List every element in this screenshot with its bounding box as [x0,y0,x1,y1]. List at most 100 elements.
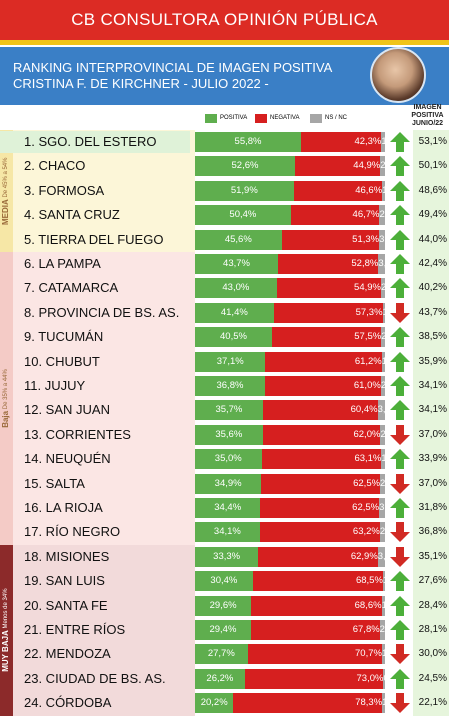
prev-header-line-1: IMAGEN [413,104,442,111]
bar-negativa: 63,2% [259,522,380,543]
prev-positiva-value: 34,1% [418,404,447,416]
bar-positiva: 52,6% [195,156,295,177]
province-label: 18. MISIONES [24,548,110,564]
group-label-main: MUY BAJA [1,630,10,672]
prev-header-line-3: JUNIO/22 [411,120,444,127]
bar-negativa: 62,5% [260,498,380,518]
legend-label-negativa: NEGATIVA [270,115,300,121]
arrow-up-icon [389,595,411,617]
bar-nsnc: 1,1 [382,571,385,592]
bar-nsnc: 1,3 [382,302,385,323]
prev-positiva-value: 53,1% [418,136,447,147]
chart-subtitle: RANKING INTERPROVINCIAL DE IMAGEN POSITI… [13,60,332,92]
portrait-photo [370,47,426,103]
subtitle-line-2: CRISTINA F. DE KIRCHNER - JULIO 2022 - [13,76,269,91]
bar-nsnc: 1,8 [381,595,385,616]
prev-positiva-value: 31,8% [418,502,447,513]
province-label: 1. SGO. DEL ESTERO [24,134,157,149]
bar-negativa: 57,3% [273,302,383,323]
bar-negativa: 62,0% [262,424,381,445]
bar-nsnc: 1,6 [381,644,385,665]
province-label: 4. SANTA CRUZ [24,207,120,223]
arrow-down-icon [389,546,411,568]
prev-header-line-2: POSITIVA [411,112,444,119]
prev-positiva-value: 42,4% [418,258,447,269]
arrow-up-icon [389,375,411,397]
bar-positiva: 29,6% [195,595,252,616]
bar-positiva: 36,8% [195,376,265,396]
province-label: 21. ENTRE RÍOS [24,622,126,637]
arrow-down-icon [389,424,411,446]
group-label-main: Baja [1,410,10,428]
legend-nsnc: NS / NC [310,112,347,124]
province-label: 17. RÍO NEGRO [24,524,121,540]
arrow-up-icon [389,497,411,519]
title-underline [0,40,449,45]
province-label: 8. PROVINCIA DE BS. AS. [24,304,180,320]
bar-negativa: 44,9% [294,156,381,177]
bar-negativa: 51,3% [281,229,380,250]
bar-negativa: 42,3% [301,132,382,152]
page-title: CB CONSULTORA OPINIÓN PÚBLICA [71,10,378,29]
legend-swatch-negativa [255,113,267,123]
bar-negativa: 78,3% [233,693,383,714]
prev-positiva-value: 35,1% [418,550,447,562]
province-label: 12. SAN JUAN [24,402,110,418]
bar-positiva: 35,0% [195,449,262,470]
arrow-up-icon [389,668,411,690]
group-label-muy-baja: MUY BAJA Menos de 34% [1,545,13,716]
arrow-up-icon [389,204,411,226]
bar-negativa: 57,5% [271,327,382,348]
group-label-range: Menos de 34% [3,588,9,631]
bar-negativa: 54,9% [276,278,381,299]
arrow-down-icon [389,643,411,665]
prev-positiva-value: 37,0% [418,477,447,489]
group-label-range: De 45% a 54% [3,157,9,199]
bar-positiva: 43,0% [195,278,277,299]
group-label-baja: Baja De 35% a 44% [1,252,13,545]
bar-negativa: 61,0% [264,376,381,396]
prev-positiva-value: 40,2% [418,282,447,294]
legend-swatch-positiva [205,113,217,123]
prev-positiva-value: 44,0% [418,233,447,245]
prev-column-background [413,130,449,716]
bar-positiva: 41,4% [195,302,274,323]
bar-nsnc: 3,1 [379,498,385,518]
top-row-highlight [0,131,190,153]
bar-negativa: 62,5% [261,473,381,494]
prev-positiva-value: 27,6% [418,575,447,587]
province-label: 22. MENDOZA [24,646,111,662]
bar-nsnc: 1,9 [381,132,385,152]
legend-label-nsnc: NS / NC [325,115,348,121]
bar-negativa: 46,7% [290,205,380,226]
group-strip-media [0,130,13,252]
province-label: 9. TUCUMÁN [24,329,104,345]
province-label: 11. JUJUY [24,378,86,393]
prev-positiva-value: 35,9% [418,355,447,367]
arrow-up-icon [389,570,411,592]
bar-positiva: 26,2% [195,668,245,689]
bar-nsnc: 1,5 [382,180,385,201]
province-label: 13. CORRIENTES [24,426,131,442]
prev-positiva-value: 34,1% [418,380,447,391]
prev-positiva-value: 22,1% [418,697,447,709]
group-label-main: MEDIA [1,198,10,225]
bar-negativa: 61,2% [265,351,382,372]
bar-nsnc: 3,9 [377,400,385,421]
bar-positiva: 50,4% [195,205,291,226]
arrow-down-icon [389,302,411,324]
bar-nsnc: 3,8 [377,546,385,567]
arrow-up-icon [389,351,411,373]
bar-nsnc: 3,5 [378,254,385,274]
province-label: 2. CHACO [24,158,86,174]
bar-nsnc: 2,5 [380,156,385,177]
prev-positiva-value: 48,6% [418,184,447,196]
province-label: 10. CHUBUT [24,353,100,369]
arrow-up-icon [389,277,411,299]
bar-nsnc: 3,1 [379,229,385,250]
prev-positiva-value: 37,0% [418,428,447,440]
bar-positiva: 34,9% [195,473,262,494]
bar-positiva: 34,1% [195,522,260,543]
bar-positiva: 30,4% [195,571,253,592]
bar-nsnc: 2,2 [380,376,385,396]
